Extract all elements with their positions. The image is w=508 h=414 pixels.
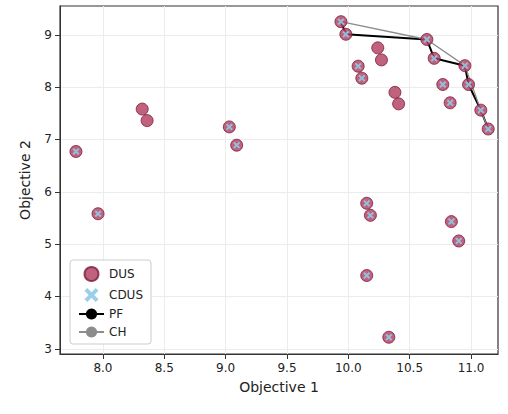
svg-text:8.5: 8.5 (155, 361, 174, 375)
svg-text:9.0: 9.0 (216, 361, 235, 375)
svg-text:4: 4 (44, 289, 52, 303)
svg-text:PF: PF (109, 307, 123, 321)
svg-text:10.0: 10.0 (335, 361, 362, 375)
svg-text:8: 8 (44, 80, 52, 94)
svg-text:8.0: 8.0 (93, 361, 112, 375)
svg-text:6: 6 (44, 185, 52, 199)
svg-text:DUS: DUS (109, 267, 135, 281)
svg-text:Objective 2: Objective 2 (17, 140, 33, 220)
svg-text:3: 3 (44, 342, 52, 356)
svg-text:9: 9 (44, 28, 52, 42)
svg-text:CH: CH (109, 325, 126, 339)
svg-text:CDUS: CDUS (109, 288, 143, 302)
svg-text:10.5: 10.5 (396, 361, 423, 375)
svg-text:11.0: 11.0 (458, 361, 485, 375)
svg-text:Objective 1: Objective 1 (239, 379, 319, 395)
svg-text:9.5: 9.5 (277, 361, 296, 375)
svg-text:5: 5 (44, 237, 52, 251)
svg-text:7: 7 (44, 132, 52, 146)
